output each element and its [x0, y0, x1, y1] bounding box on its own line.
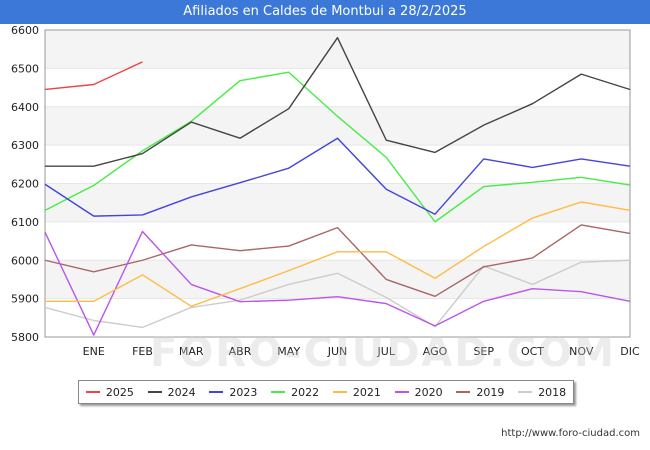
legend-swatch [85, 391, 100, 393]
grid-band [45, 145, 630, 184]
x-tick-label: SEP [473, 345, 494, 358]
plot-area [44, 29, 631, 338]
legend-label: 2025 [105, 385, 134, 399]
x-tick-label: AGO [423, 345, 448, 358]
legend-item-2025: 2025 [85, 385, 134, 399]
x-tick-label: ABR [229, 345, 252, 358]
legend-item-2018: 2018 [518, 386, 566, 399]
grid-band [45, 106, 630, 146]
y-tick-label: 5800 [11, 331, 39, 344]
series-line-2018 [44, 259, 631, 329]
grid-band [45, 68, 630, 107]
legend-item-2022: 2022 [271, 386, 319, 399]
y-tick-label: 6500 [11, 62, 39, 75]
legend-swatch [147, 391, 162, 393]
legend-item-2024: 2024 [147, 385, 196, 399]
legend-label: 2021 [352, 385, 381, 399]
legend-label: 2020 [414, 385, 443, 399]
legend-swatch [209, 391, 224, 393]
x-tick-label: FEB [132, 345, 153, 358]
watermark: FORO-CIUDAD.COM [150, 330, 616, 376]
legend-label: 2019 [476, 385, 505, 399]
legend-swatch [518, 391, 533, 393]
x-tick-label: JUN [327, 345, 348, 358]
chart-legend: 2025 2024 2023 2022 2021 2020 2019 2018 [78, 380, 574, 404]
series-line-2022 [44, 71, 631, 223]
x-tick-label: MAY [277, 345, 300, 358]
x-tick-label: MAR [179, 345, 204, 358]
y-tick-label: 6000 [11, 254, 39, 267]
series-line-2021 [45, 201, 631, 307]
legend-item-2021: 2021 [332, 385, 381, 399]
series-line-2023 [44, 137, 631, 217]
chart-title: Afiliados en Caldes de Montbui a 28/2/20… [0, 0, 650, 24]
grid-band [45, 260, 630, 299]
y-tick-label: 6100 [11, 216, 39, 229]
legend-label: 2023 [229, 385, 258, 399]
legend-swatch [271, 391, 286, 393]
legend-swatch [394, 391, 409, 393]
series-line-2020 [44, 230, 631, 336]
y-tick-label: 6400 [11, 101, 39, 114]
footer-url[interactable]: http://www.foro-ciudad.com [501, 428, 640, 439]
y-tick-label: 5900 [11, 293, 39, 306]
legend-label: 2018 [538, 385, 567, 399]
y-tick-label: 6600 [11, 24, 39, 37]
x-tick-label: JUL [377, 345, 396, 358]
legend-label: 2022 [291, 385, 320, 399]
legend-item-2019: 2019 [456, 386, 504, 399]
legend-swatch [332, 391, 347, 393]
x-tick-label: ENE [83, 345, 105, 358]
legend-item-2023: 2023 [209, 386, 257, 399]
series-line-2025 [44, 61, 143, 91]
y-tick-label: 6200 [11, 178, 39, 191]
series-line-2019 [44, 224, 631, 298]
x-tick-label: DIC [620, 345, 640, 358]
x-tick-label: OCT [521, 345, 544, 358]
legend-swatch [456, 391, 471, 393]
grid-band [45, 298, 630, 337]
legend-item-2020: 2020 [394, 385, 443, 399]
series-line-2024 [45, 36, 631, 167]
x-tick-label: NOV [569, 345, 594, 358]
grid-band [45, 30, 630, 69]
legend-label: 2024 [167, 385, 196, 399]
y-tick-label: 6300 [11, 139, 39, 152]
grid-band [45, 183, 630, 222]
